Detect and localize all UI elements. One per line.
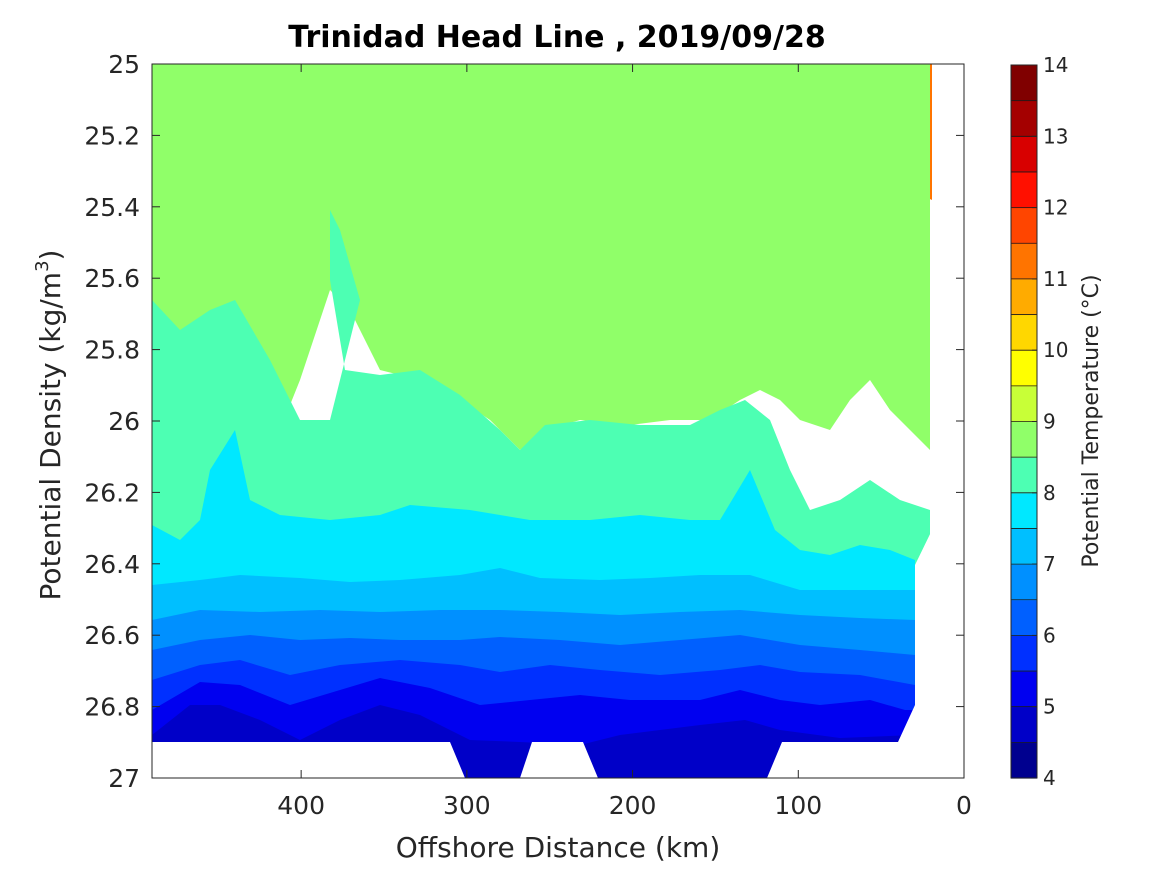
y-axis-ticks: 25 25.2 25.4 25.6 25.8 26 26.2 26.4 26.6 26.8 27 — [84, 50, 964, 793]
colorbar-segment — [1011, 671, 1037, 708]
x-axis-label: Offshore Distance (km) — [396, 831, 721, 864]
band-8.5-9 — [152, 64, 930, 450]
y-tick-label: 25.6 — [84, 264, 140, 293]
y-tick-label: 26.4 — [84, 550, 140, 579]
x-tick-label: 300 — [443, 791, 491, 820]
colorbar-tick-label: 6 — [1043, 623, 1056, 647]
colorbar-segment — [1011, 136, 1037, 173]
y-tick-label: 26.6 — [84, 621, 140, 650]
colorbar-tick-label: 4 — [1043, 766, 1056, 790]
y-tick-label: 25 — [108, 50, 140, 79]
x-tick-label: 200 — [609, 791, 657, 820]
colorbar-segment — [1011, 350, 1037, 387]
colorbar-tick-label: 12 — [1043, 196, 1068, 220]
x-tick-label: 0 — [956, 791, 972, 820]
colorbar-segment — [1011, 528, 1037, 565]
colorbar-segment — [1011, 599, 1037, 636]
colorbar-segment — [1011, 635, 1037, 672]
colorbar-segment — [1011, 385, 1037, 423]
y-tick-label: 25.4 — [84, 193, 140, 222]
colorbar-segment — [1011, 492, 1037, 530]
colorbar-tick-label: 7 — [1043, 552, 1056, 576]
x-tick-label: 100 — [774, 791, 822, 820]
colorbar-segment — [1011, 171, 1037, 209]
colorbar-tick-label: 5 — [1043, 695, 1056, 719]
y-tick-label: 27 — [108, 764, 140, 793]
colorbar-segment — [1011, 65, 1037, 102]
x-tick-label: 400 — [277, 791, 325, 820]
colorbar-tick-label: 10 — [1043, 338, 1068, 362]
colorbar-segment — [1011, 207, 1037, 244]
y-tick-label: 26.2 — [84, 478, 140, 507]
y-tick-label: 25.2 — [84, 121, 140, 150]
colorbar-segment — [1011, 421, 1037, 458]
colorbar-segment — [1011, 278, 1037, 316]
colorbar-segment — [1011, 742, 1037, 779]
y-axis-label: Potential Density (kg/m3) — [32, 250, 67, 601]
y-tick-label: 25.8 — [84, 336, 140, 365]
contour-field — [152, 64, 964, 778]
colorbar-segment — [1011, 564, 1037, 601]
colorbar-tick-label: 14 — [1043, 53, 1068, 77]
x-axis-ticks: 400 300 200 100 0 — [277, 64, 972, 820]
colorbar-tick-label: 8 — [1043, 481, 1056, 505]
colorbar — [1010, 64, 1038, 779]
colorbar-tick-label: 9 — [1043, 410, 1056, 434]
colorbar-segment — [1011, 243, 1037, 280]
y-tick-label: 26.8 — [84, 693, 140, 722]
colorbar-tick-label: 11 — [1043, 267, 1068, 291]
y-tick-label: 26 — [108, 407, 140, 436]
colorbar-segment — [1011, 457, 1037, 494]
colorbar-segment — [1011, 706, 1037, 743]
colorbar-segment — [1011, 100, 1037, 137]
colorbar-label: Potential Temperature (°C) — [1079, 274, 1104, 567]
chart-title: Trinidad Head Line , 2019/09/28 — [288, 20, 825, 55]
colorbar-ticks: 4 5 6 7 8 9 10 11 12 13 14 — [1032, 53, 1068, 790]
colorbar-segment — [1011, 314, 1037, 351]
colorbar-tick-label: 13 — [1043, 124, 1068, 148]
